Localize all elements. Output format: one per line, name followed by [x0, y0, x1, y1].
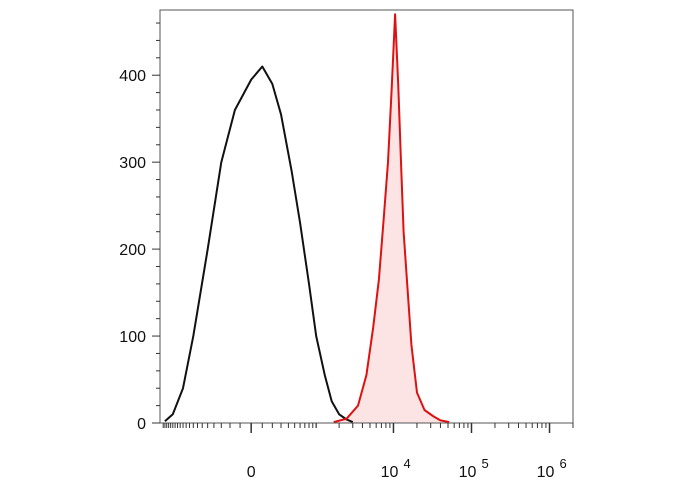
x-axis: 0 10 4 10 5 10 6 — [162, 423, 574, 481]
histogram-fills — [333, 14, 450, 424]
y-tick-label: 0 — [137, 416, 146, 433]
series-0-line — [164, 65, 354, 424]
x-tick-label: 10 — [537, 464, 555, 481]
series-1-line — [333, 13, 450, 424]
y-tick-label: 400 — [119, 68, 146, 85]
x-tick-exponent: 4 — [403, 456, 410, 471]
x-tick-label: 10 — [459, 464, 477, 481]
y-tick-label: 300 — [119, 155, 146, 172]
series-1-fill — [333, 14, 450, 424]
x-tick-label: 0 — [247, 464, 256, 481]
x-tick-exponent: 6 — [560, 456, 567, 471]
x-tick-exponent: 5 — [481, 456, 488, 471]
y-tick-label: 200 — [119, 242, 146, 259]
plot-frame — [159, 9, 574, 424]
y-tick-label: 100 — [119, 329, 146, 346]
x-tick-label: 10 — [381, 464, 399, 481]
y-axis: 0 100 200 300 400 — [119, 22, 160, 433]
histogram-lines — [164, 13, 450, 424]
